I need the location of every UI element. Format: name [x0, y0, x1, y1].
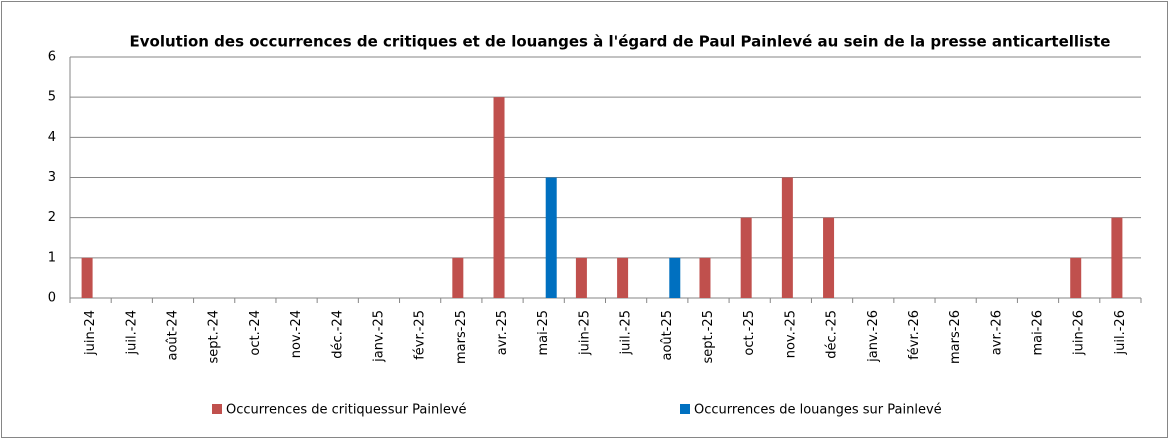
- bar: [699, 257, 711, 298]
- legend-swatch: [212, 404, 222, 414]
- bar: [669, 257, 681, 298]
- x-tick-label: déc.-24: [330, 310, 345, 359]
- x-tick-label: févr.-25: [413, 310, 428, 360]
- x-tick-label: mai-26: [1031, 310, 1046, 355]
- x-tick-label: sept.-25: [701, 310, 716, 364]
- y-tick-label: 0: [48, 291, 56, 306]
- x-tick-label: janv.-26: [866, 310, 881, 363]
- bar: [1111, 217, 1123, 298]
- x-tick-label: mai-25: [536, 310, 551, 355]
- x-tick-label: juin-24: [83, 310, 98, 356]
- legend-label: Occurrences de critiquessur Painlevé: [226, 403, 467, 418]
- y-tick-label: 4: [48, 130, 56, 145]
- bar: [81, 257, 93, 298]
- y-tick-label: 5: [48, 90, 56, 105]
- y-tick-label: 6: [48, 50, 56, 65]
- legend-label: Occurrences de louanges sur Painlevé: [694, 403, 942, 418]
- x-tick-label: juin-25: [577, 310, 592, 356]
- chart-title: Evolution des occurrences de critiques e…: [130, 33, 1111, 51]
- x-tick-label: avr.-25: [495, 310, 510, 355]
- bar: [493, 97, 505, 299]
- y-tick-label: 3: [48, 170, 56, 185]
- y-tick-label: 2: [48, 210, 56, 225]
- x-tick-label: janv.-25: [371, 310, 386, 363]
- x-tick-label: mars-25: [454, 310, 469, 364]
- x-tick-label: nov.-25: [783, 310, 798, 358]
- x-tick-label: sept.-24: [207, 310, 222, 364]
- bar: [1070, 257, 1082, 298]
- bar: [823, 217, 835, 298]
- bar: [545, 177, 557, 298]
- x-tick-label: août-25: [660, 310, 675, 361]
- y-tick-label: 1: [48, 250, 56, 265]
- x-tick-label: déc.-25: [825, 310, 840, 359]
- x-tick-label: mars-26: [948, 310, 963, 364]
- bar: [617, 257, 629, 298]
- x-tick-label: juil.-26: [1113, 310, 1128, 355]
- x-tick-label: juil.-25: [619, 310, 634, 355]
- bar: [781, 177, 793, 298]
- x-tick-label: oct.-24: [248, 310, 263, 356]
- chart-border: [1, 1, 1168, 438]
- x-tick-label: oct.-25: [742, 310, 757, 356]
- x-tick-label: avr.-26: [989, 310, 1004, 355]
- bar: [740, 217, 752, 298]
- bar: [575, 257, 587, 298]
- x-tick-label: juin-26: [1072, 310, 1087, 356]
- bar: [452, 257, 464, 298]
- legend-swatch: [680, 404, 690, 414]
- x-tick-label: juil.-24: [124, 310, 139, 355]
- x-tick-label: févr.-26: [907, 310, 922, 360]
- x-tick-label: août-24: [165, 310, 180, 361]
- x-tick-label: nov.-24: [289, 310, 304, 358]
